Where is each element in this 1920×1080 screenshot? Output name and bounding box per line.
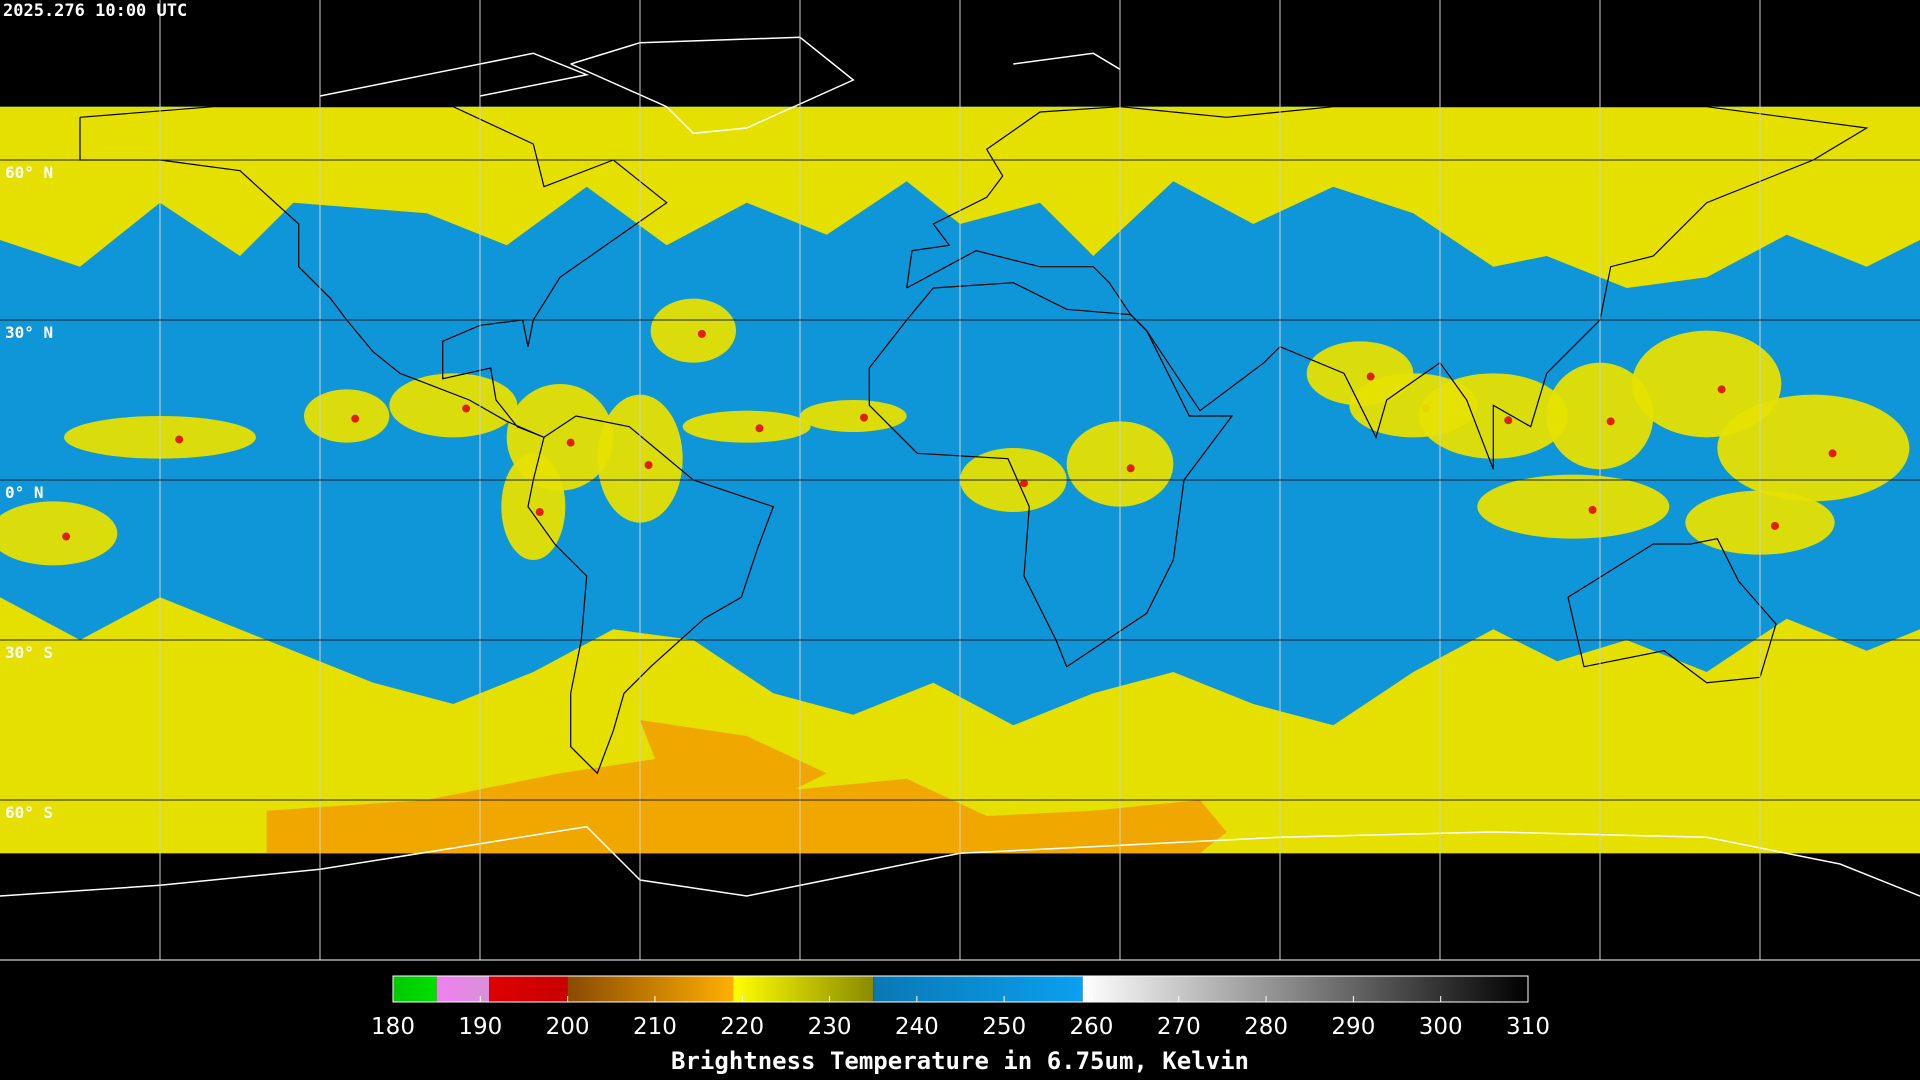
timestamp: 2025.276 10:00 UTC (3, 1, 187, 21)
deep-convection (755, 424, 764, 433)
color-segment (436, 976, 490, 1002)
tick-label: 300 (1419, 1014, 1463, 1040)
colorbar: 180 190 200 210 220 230 240 250 260 270 280 290 300 3… (371, 975, 1550, 1040)
tick-label: 240 (895, 1014, 939, 1040)
coastline (79, 106, 668, 438)
deep-convection (351, 414, 360, 423)
deep-convection (1588, 505, 1597, 514)
convection (0, 501, 118, 566)
deep-convection (1366, 372, 1375, 381)
tick-label: 310 (1506, 1014, 1550, 1040)
convection (800, 400, 907, 432)
latitude-label: 30° S (5, 643, 53, 662)
deep-convection (860, 413, 868, 422)
deep-convection (1126, 464, 1135, 473)
cold-cloud-band (266, 757, 1227, 854)
latitude-label: 60° N (5, 163, 53, 182)
deep-convection (1717, 385, 1726, 394)
tick-label: 230 (808, 1014, 852, 1040)
overlay: 60° N 30° N 0° N 30° S 60° S (0, 0, 1920, 961)
color-segment (873, 976, 1083, 1002)
tick-label: 180 (371, 1014, 415, 1040)
deep-convection (644, 461, 653, 470)
convection (1477, 474, 1670, 539)
deep-convection (462, 404, 471, 413)
color-segment (393, 976, 437, 1002)
deep-convection (62, 532, 71, 541)
color-segment (1082, 976, 1528, 1002)
coastline (527, 415, 775, 775)
tick-label: 260 (1070, 1014, 1114, 1040)
tick-label: 250 (982, 1014, 1026, 1040)
latitude-label: 60° S (5, 803, 53, 822)
convection (389, 373, 518, 438)
deep-convection (697, 329, 706, 338)
deep-convection (1770, 521, 1779, 530)
tick-label: 200 (546, 1014, 590, 1040)
convection (682, 410, 811, 443)
deep-convection (1606, 417, 1615, 426)
tick-label: 270 (1157, 1014, 1201, 1040)
coastline (319, 52, 590, 97)
tick-label: 210 (633, 1014, 677, 1040)
deep-convection (1504, 416, 1513, 425)
tick-label: 220 (720, 1014, 764, 1040)
color-segment (733, 976, 874, 1002)
coastline (906, 106, 1869, 470)
coastline (1567, 538, 1777, 684)
deep-convection (566, 438, 575, 447)
latitude-label: 0° N (5, 483, 44, 502)
colorbar-title: Brightness Temperature in 6.75um, Kelvin (671, 1047, 1249, 1075)
convection (1632, 330, 1782, 438)
latitude-label: 30° N (5, 323, 53, 342)
tick-label: 190 (458, 1014, 502, 1040)
coastline (1013, 52, 1121, 70)
deep-convection (535, 508, 544, 516)
coastline (0, 825, 1920, 897)
color-segment (489, 976, 568, 1002)
convection (501, 453, 566, 560)
deep-convection (1828, 449, 1837, 458)
convection (650, 298, 736, 363)
color-segment (567, 976, 734, 1002)
colorbar-frame (392, 975, 1529, 1003)
convection (304, 389, 390, 443)
tick-label: 280 (1244, 1014, 1288, 1040)
cold-cloud-band (640, 720, 827, 800)
tick-label: 290 (1331, 1014, 1375, 1040)
deep-convection (1020, 479, 1028, 488)
deep-convection (175, 435, 184, 444)
convection (1717, 394, 1910, 502)
coastline (868, 282, 1234, 668)
